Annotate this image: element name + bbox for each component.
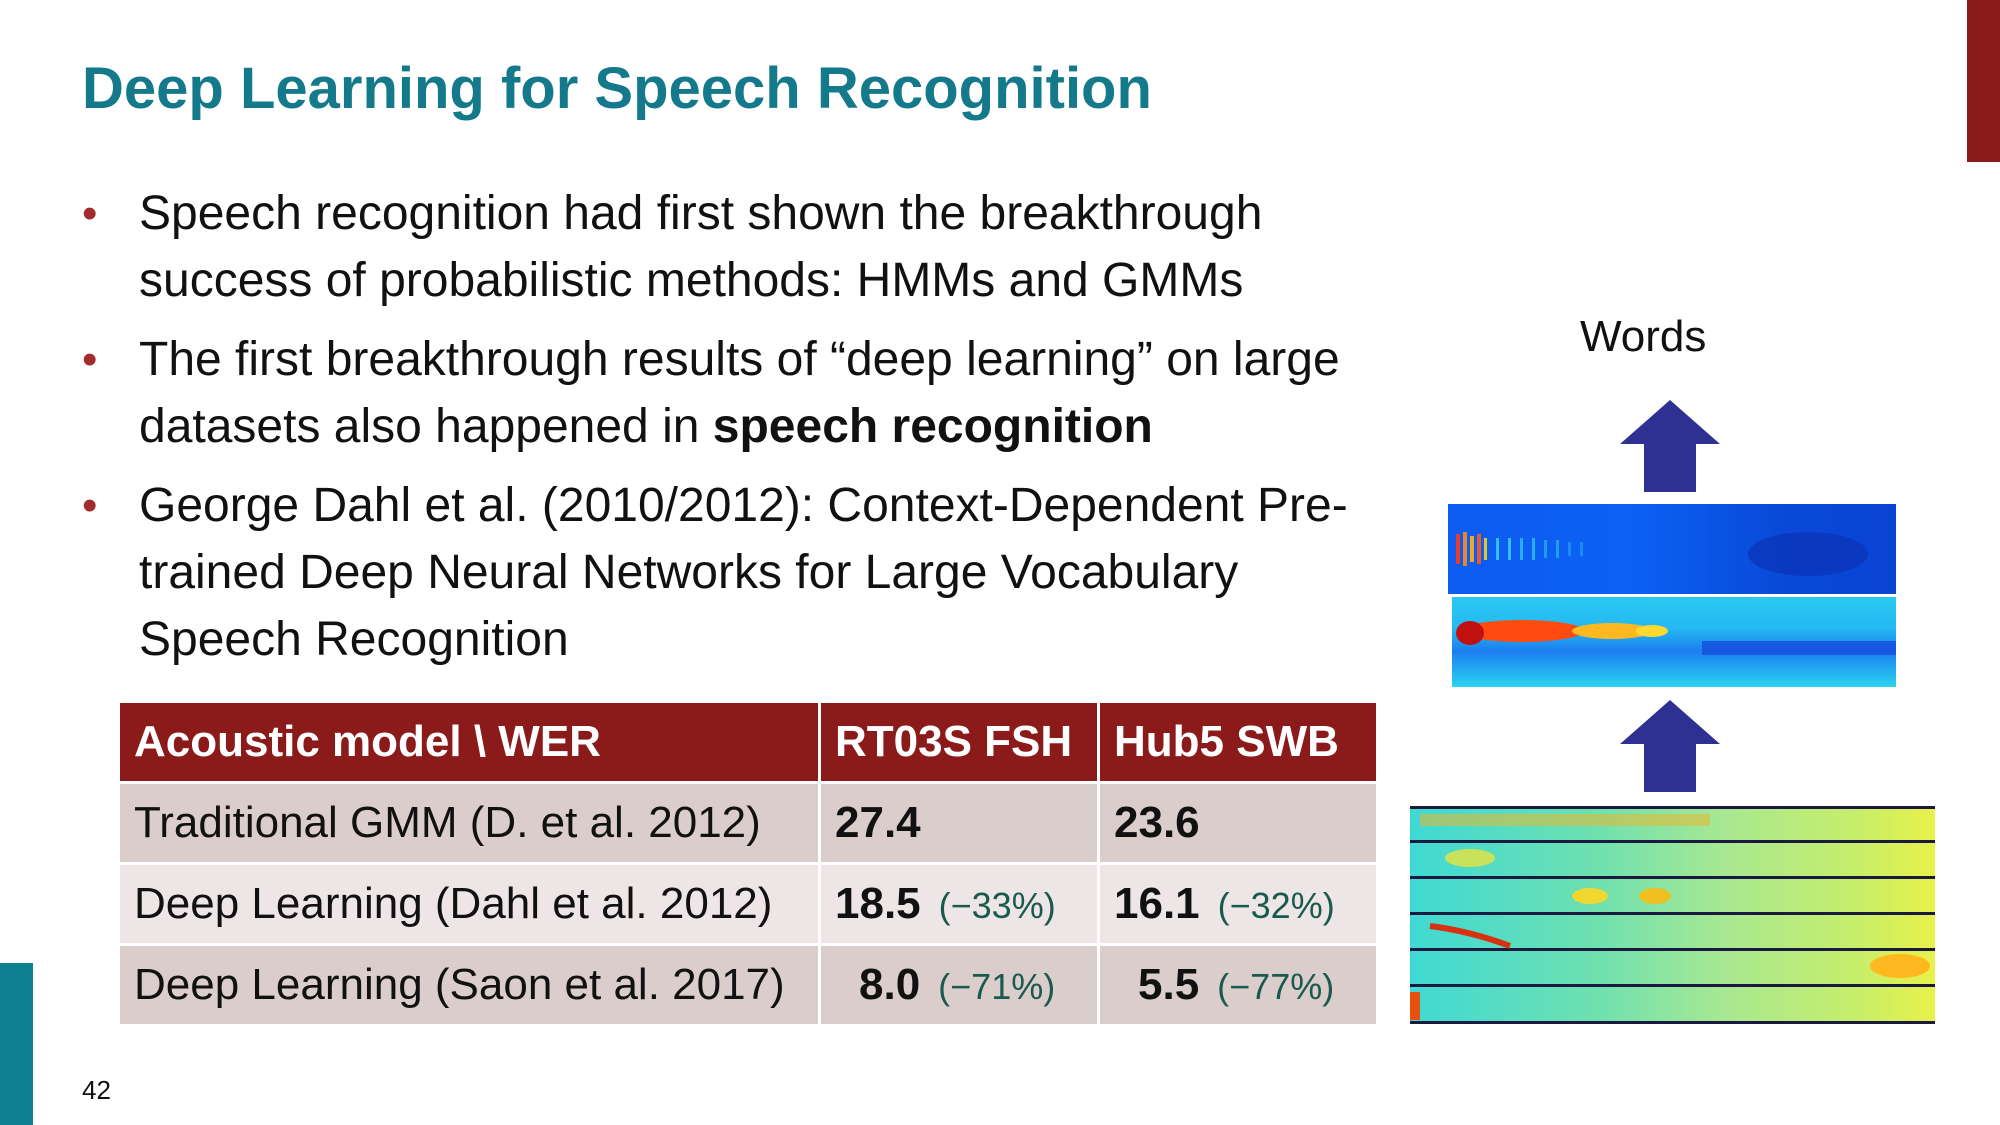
header-hub5-swb: Hub5 SWB <box>1100 703 1376 781</box>
swb-delta: (−32%) <box>1217 885 1335 926</box>
bullet-text: Speech recognition had first shown the b… <box>139 187 1263 307</box>
fsh-wer: 8.0 <box>859 960 921 1009</box>
bullet-text-bold: speech recognition <box>712 400 1153 453</box>
bullet-list: • Speech recognition had first shown the… <box>82 180 1382 685</box>
fsh-wer: 18.5 <box>835 879 921 928</box>
bullet-marker: • <box>82 481 98 530</box>
swb-wer: 16.1 <box>1114 879 1200 928</box>
fsh-delta: (−33%) <box>938 885 1056 926</box>
bullet-item: • Speech recognition had first shown the… <box>82 180 1382 314</box>
swb-wer: 23.6 <box>1114 798 1200 847</box>
top-right-accent-bar <box>1967 0 2000 162</box>
bullet-marker: • <box>82 335 98 384</box>
bullet-item: • The first breakthrough results of “dee… <box>82 326 1382 460</box>
swb-cell: 23.6 <box>1100 784 1376 862</box>
bullet-text: George Dahl et al. (2010/2012): Context-… <box>139 479 1348 666</box>
bullet-item: • George Dahl et al. (2010/2012): Contex… <box>82 472 1382 673</box>
table-header-row: Acoustic model \ WER RT03S FSH Hub5 SWB <box>120 703 1376 781</box>
page-number: 42 <box>82 1075 111 1105</box>
fsh-wer: 27.4 <box>835 798 921 847</box>
fsh-cell: 18.5 (−33%) <box>821 865 1097 943</box>
swb-cell: 16.1 (−32%) <box>1100 865 1376 943</box>
fsh-delta: (−71%) <box>938 966 1056 1007</box>
model-cell: Traditional GMM (D. et al. 2012) <box>120 784 818 862</box>
table-row: Deep Learning (Dahl et al. 2012) 18.5 (−3… <box>120 865 1376 943</box>
spectrogram-input-layer <box>1410 806 1935 1024</box>
header-rt03s-fsh: RT03S FSH <box>821 703 1097 781</box>
swb-wer: 5.5 <box>1138 960 1200 1009</box>
up-arrow-icon <box>1620 400 1720 492</box>
model-cell: Deep Learning (Saon et al. 2017) <box>120 946 818 1024</box>
words-label: Words <box>1580 312 1707 361</box>
up-arrow-icon <box>1620 700 1720 792</box>
header-acoustic-model: Acoustic model \ WER <box>120 703 818 781</box>
spectrogram-middle-layer <box>1452 597 1896 687</box>
fsh-cell: 8.0 (−71%) <box>821 946 1097 1024</box>
model-cell: Deep Learning (Dahl et al. 2012) <box>120 865 818 943</box>
spectrogram-upper-layer <box>1448 504 1896 594</box>
bullet-marker: • <box>82 189 98 238</box>
swb-delta: (−77%) <box>1217 966 1335 1007</box>
slide-title: Deep Learning for Speech Recognition <box>82 56 1152 121</box>
swb-cell: 5.5 (−77%) <box>1100 946 1376 1024</box>
bottom-left-accent-bar <box>0 963 33 1125</box>
table-row: Deep Learning (Saon et al. 2017) 8.0 (−71… <box>120 946 1376 1024</box>
table-row: Traditional GMM (D. et al. 2012) 27.4 23… <box>120 784 1376 862</box>
bullet-text: The first breakthrough results of “deep … <box>139 333 1340 453</box>
fsh-cell: 27.4 <box>821 784 1097 862</box>
wer-results-table: Acoustic model \ WER RT03S FSH Hub5 SWB … <box>117 700 1379 1027</box>
